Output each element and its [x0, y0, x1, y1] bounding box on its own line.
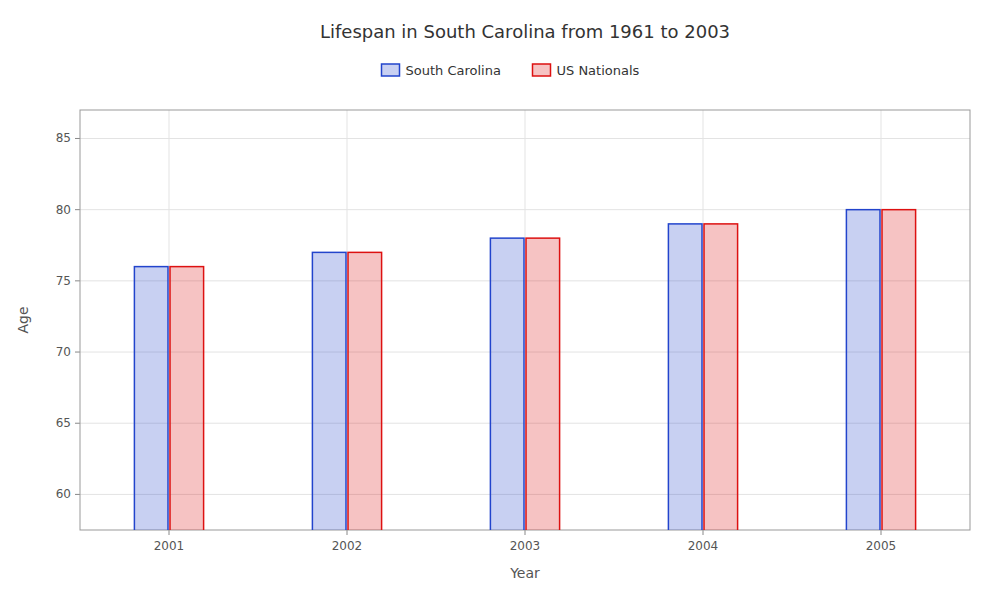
tick-mark — [75, 209, 80, 210]
legend-label: South Carolina — [406, 63, 501, 78]
tick-label: 2003 — [510, 539, 541, 553]
tick-mark — [75, 423, 80, 424]
tick-label: 2001 — [154, 539, 185, 553]
y-axis-label: Age — [15, 306, 31, 333]
bars — [134, 210, 915, 530]
plot-frame — [80, 110, 970, 530]
bar — [348, 252, 382, 530]
tick-label: 75 — [56, 274, 71, 288]
tick-label: 2004 — [688, 539, 719, 553]
bar — [490, 238, 524, 530]
x-axis-label: Year — [509, 565, 540, 581]
bar — [704, 224, 738, 530]
tick-label: 2005 — [866, 539, 897, 553]
bar — [846, 210, 880, 530]
bar — [134, 267, 168, 530]
tick-label: 70 — [56, 345, 71, 359]
bar — [312, 252, 346, 530]
tick-mark — [881, 530, 882, 535]
tick-mark — [75, 280, 80, 281]
legend: South Carolina US Nationals — [382, 63, 640, 78]
tick-mark — [525, 530, 526, 535]
chart: 60 65 70 75 80 85 2001 2002 2003 2004 2005 Lifespan… — [0, 0, 1000, 600]
tick-label: 65 — [56, 416, 71, 430]
tick-label: 80 — [56, 203, 71, 217]
legend-swatch — [533, 64, 551, 76]
tick-mark — [169, 530, 170, 535]
bar — [526, 238, 560, 530]
bar — [170, 267, 204, 530]
bar — [668, 224, 702, 530]
legend-label: US Nationals — [557, 63, 640, 78]
tick-mark — [703, 530, 704, 535]
tick-mark — [75, 352, 80, 353]
tick-mark — [75, 138, 80, 139]
tick-mark — [75, 494, 80, 495]
title: Lifespan in South Carolina from 1961 to … — [320, 21, 730, 42]
grid — [80, 110, 970, 530]
bar — [882, 210, 916, 530]
tick-label: 2002 — [332, 539, 363, 553]
tick-label: 60 — [56, 487, 71, 501]
tick-mark — [347, 530, 348, 535]
tick-label: 85 — [56, 131, 71, 145]
legend-swatch — [382, 64, 400, 76]
